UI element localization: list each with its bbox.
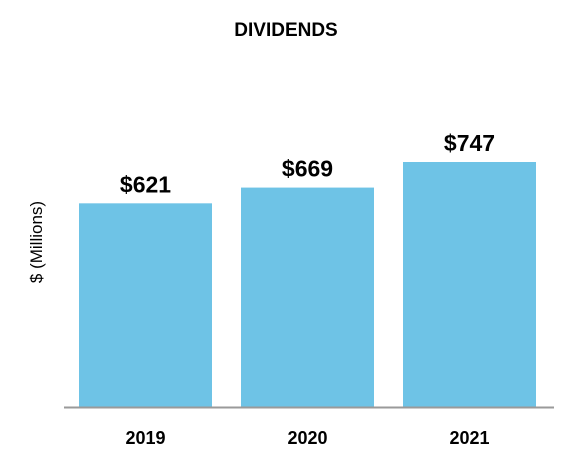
chart-title: DIVIDENDS	[234, 20, 337, 41]
bar-2021	[403, 162, 536, 407]
bars-layer	[79, 162, 536, 407]
x-tick-label-2021: 2021	[449, 428, 489, 448]
bar-2020	[241, 187, 374, 407]
value-labels-layer: $621 $669 $747	[120, 130, 495, 197]
bar-2019	[79, 203, 212, 407]
value-label-2021: $747	[444, 130, 495, 156]
x-tick-label-2020: 2020	[287, 428, 327, 448]
y-axis-label: $ (Millions)	[27, 201, 46, 283]
x-tick-label-2019: 2019	[125, 428, 165, 448]
x-tick-labels: 2019 2020 2021	[125, 428, 489, 448]
value-label-2019: $621	[120, 171, 171, 197]
value-label-2020: $669	[282, 156, 333, 182]
